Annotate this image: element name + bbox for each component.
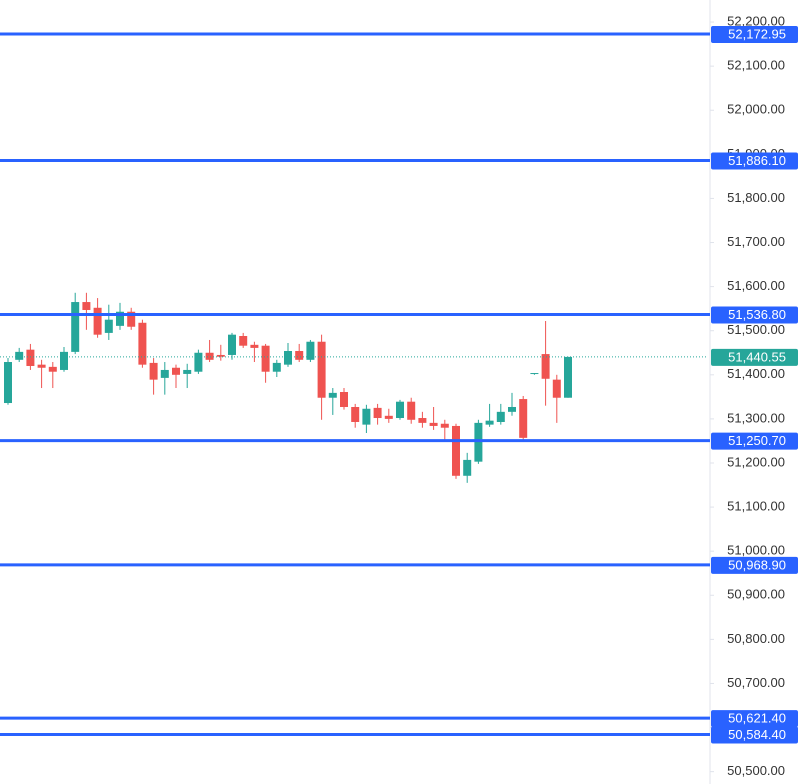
candle-body: [541, 354, 550, 379]
candle-body: [82, 302, 91, 310]
y-tick-label: 52,100.00: [727, 58, 785, 73]
candle-body: [429, 422, 438, 426]
candle-body: [127, 311, 136, 327]
y-tick-label: 51,200.00: [727, 454, 785, 469]
candle-body: [172, 367, 180, 375]
candle-body: [362, 408, 371, 425]
level-label: 51,536.80: [728, 307, 786, 322]
candle-body: [149, 362, 158, 380]
candle-body: [261, 345, 270, 372]
candle-body: [205, 352, 214, 360]
y-tick-label: 51,400.00: [727, 366, 785, 381]
y-tick-label: 51,600.00: [727, 278, 785, 293]
candle-body: [71, 302, 80, 352]
candle-body: [396, 401, 404, 419]
level-label: 50,621.40: [728, 711, 786, 726]
candle-body: [474, 422, 483, 462]
candle-body: [485, 420, 494, 425]
y-tick-label: 50,700.00: [727, 675, 785, 690]
candle-body: [194, 352, 203, 372]
level-label: 51,886.10: [728, 153, 786, 168]
candle-body: [552, 379, 561, 398]
y-tick-label: 51,500.00: [727, 322, 785, 337]
candle-body: [373, 407, 382, 419]
candle-body: [440, 423, 449, 428]
candle-body: [48, 366, 57, 372]
candle-body: [463, 459, 472, 476]
candle-body: [26, 349, 35, 366]
level-box: [711, 710, 798, 728]
candle-body: [272, 362, 281, 372]
candle-body: [160, 369, 169, 378]
y-tick-label: 51,700.00: [727, 234, 785, 249]
candle-body: [340, 392, 348, 407]
candle-body: [519, 399, 528, 438]
level-label: 51,250.70: [728, 433, 786, 448]
candle-body: [530, 373, 539, 375]
candle-body: [228, 334, 236, 355]
candle-body: [239, 336, 248, 346]
level-box: [711, 726, 798, 744]
y-tick-label: 50,900.00: [727, 587, 785, 602]
candle-body: [15, 351, 24, 360]
candle-body: [508, 406, 516, 412]
candle-body: [418, 418, 427, 423]
level-box: [711, 556, 798, 574]
y-tick-label: 51,800.00: [727, 190, 785, 205]
last-price-box: [711, 348, 798, 366]
y-tick-label: 50,800.00: [727, 631, 785, 646]
candle-body: [317, 341, 326, 398]
candle-body: [452, 425, 460, 476]
level-label: 50,968.90: [728, 557, 786, 572]
candle-body: [564, 356, 572, 398]
candle-body: [138, 322, 147, 365]
y-tick-label: 51,300.00: [727, 410, 785, 425]
level-label: 52,172.95: [728, 26, 786, 41]
y-tick-label: 51,100.00: [727, 499, 785, 514]
candle-body: [93, 307, 102, 335]
y-tick-label: 52,200.00: [727, 13, 785, 28]
candle-body: [60, 351, 68, 370]
y-tick-label: 51,000.00: [727, 543, 785, 558]
candle-body: [104, 319, 113, 333]
candle-body: [407, 401, 416, 420]
candle-body: [183, 369, 192, 374]
level-label: 50,584.40: [728, 727, 786, 742]
candle-body: [295, 350, 304, 360]
last-price-label: 51,440.55: [728, 349, 786, 364]
candle-body: [250, 344, 259, 348]
level-box: [711, 25, 798, 43]
candle-body: [116, 311, 124, 326]
candle-body: [4, 362, 12, 404]
candle-body: [384, 415, 393, 419]
y-tick-label: 50,500.00: [727, 763, 785, 778]
level-box: [711, 306, 798, 324]
y-tick-label: 52,000.00: [727, 102, 785, 117]
candle-body: [351, 406, 360, 422]
candle-body: [284, 350, 292, 365]
candle-body: [496, 411, 505, 422]
candle-body: [37, 364, 46, 368]
level-box: [711, 152, 798, 170]
candle-body: [216, 354, 225, 357]
level-box: [711, 432, 798, 450]
candle-body: [306, 341, 315, 360]
candle-body: [328, 392, 337, 398]
